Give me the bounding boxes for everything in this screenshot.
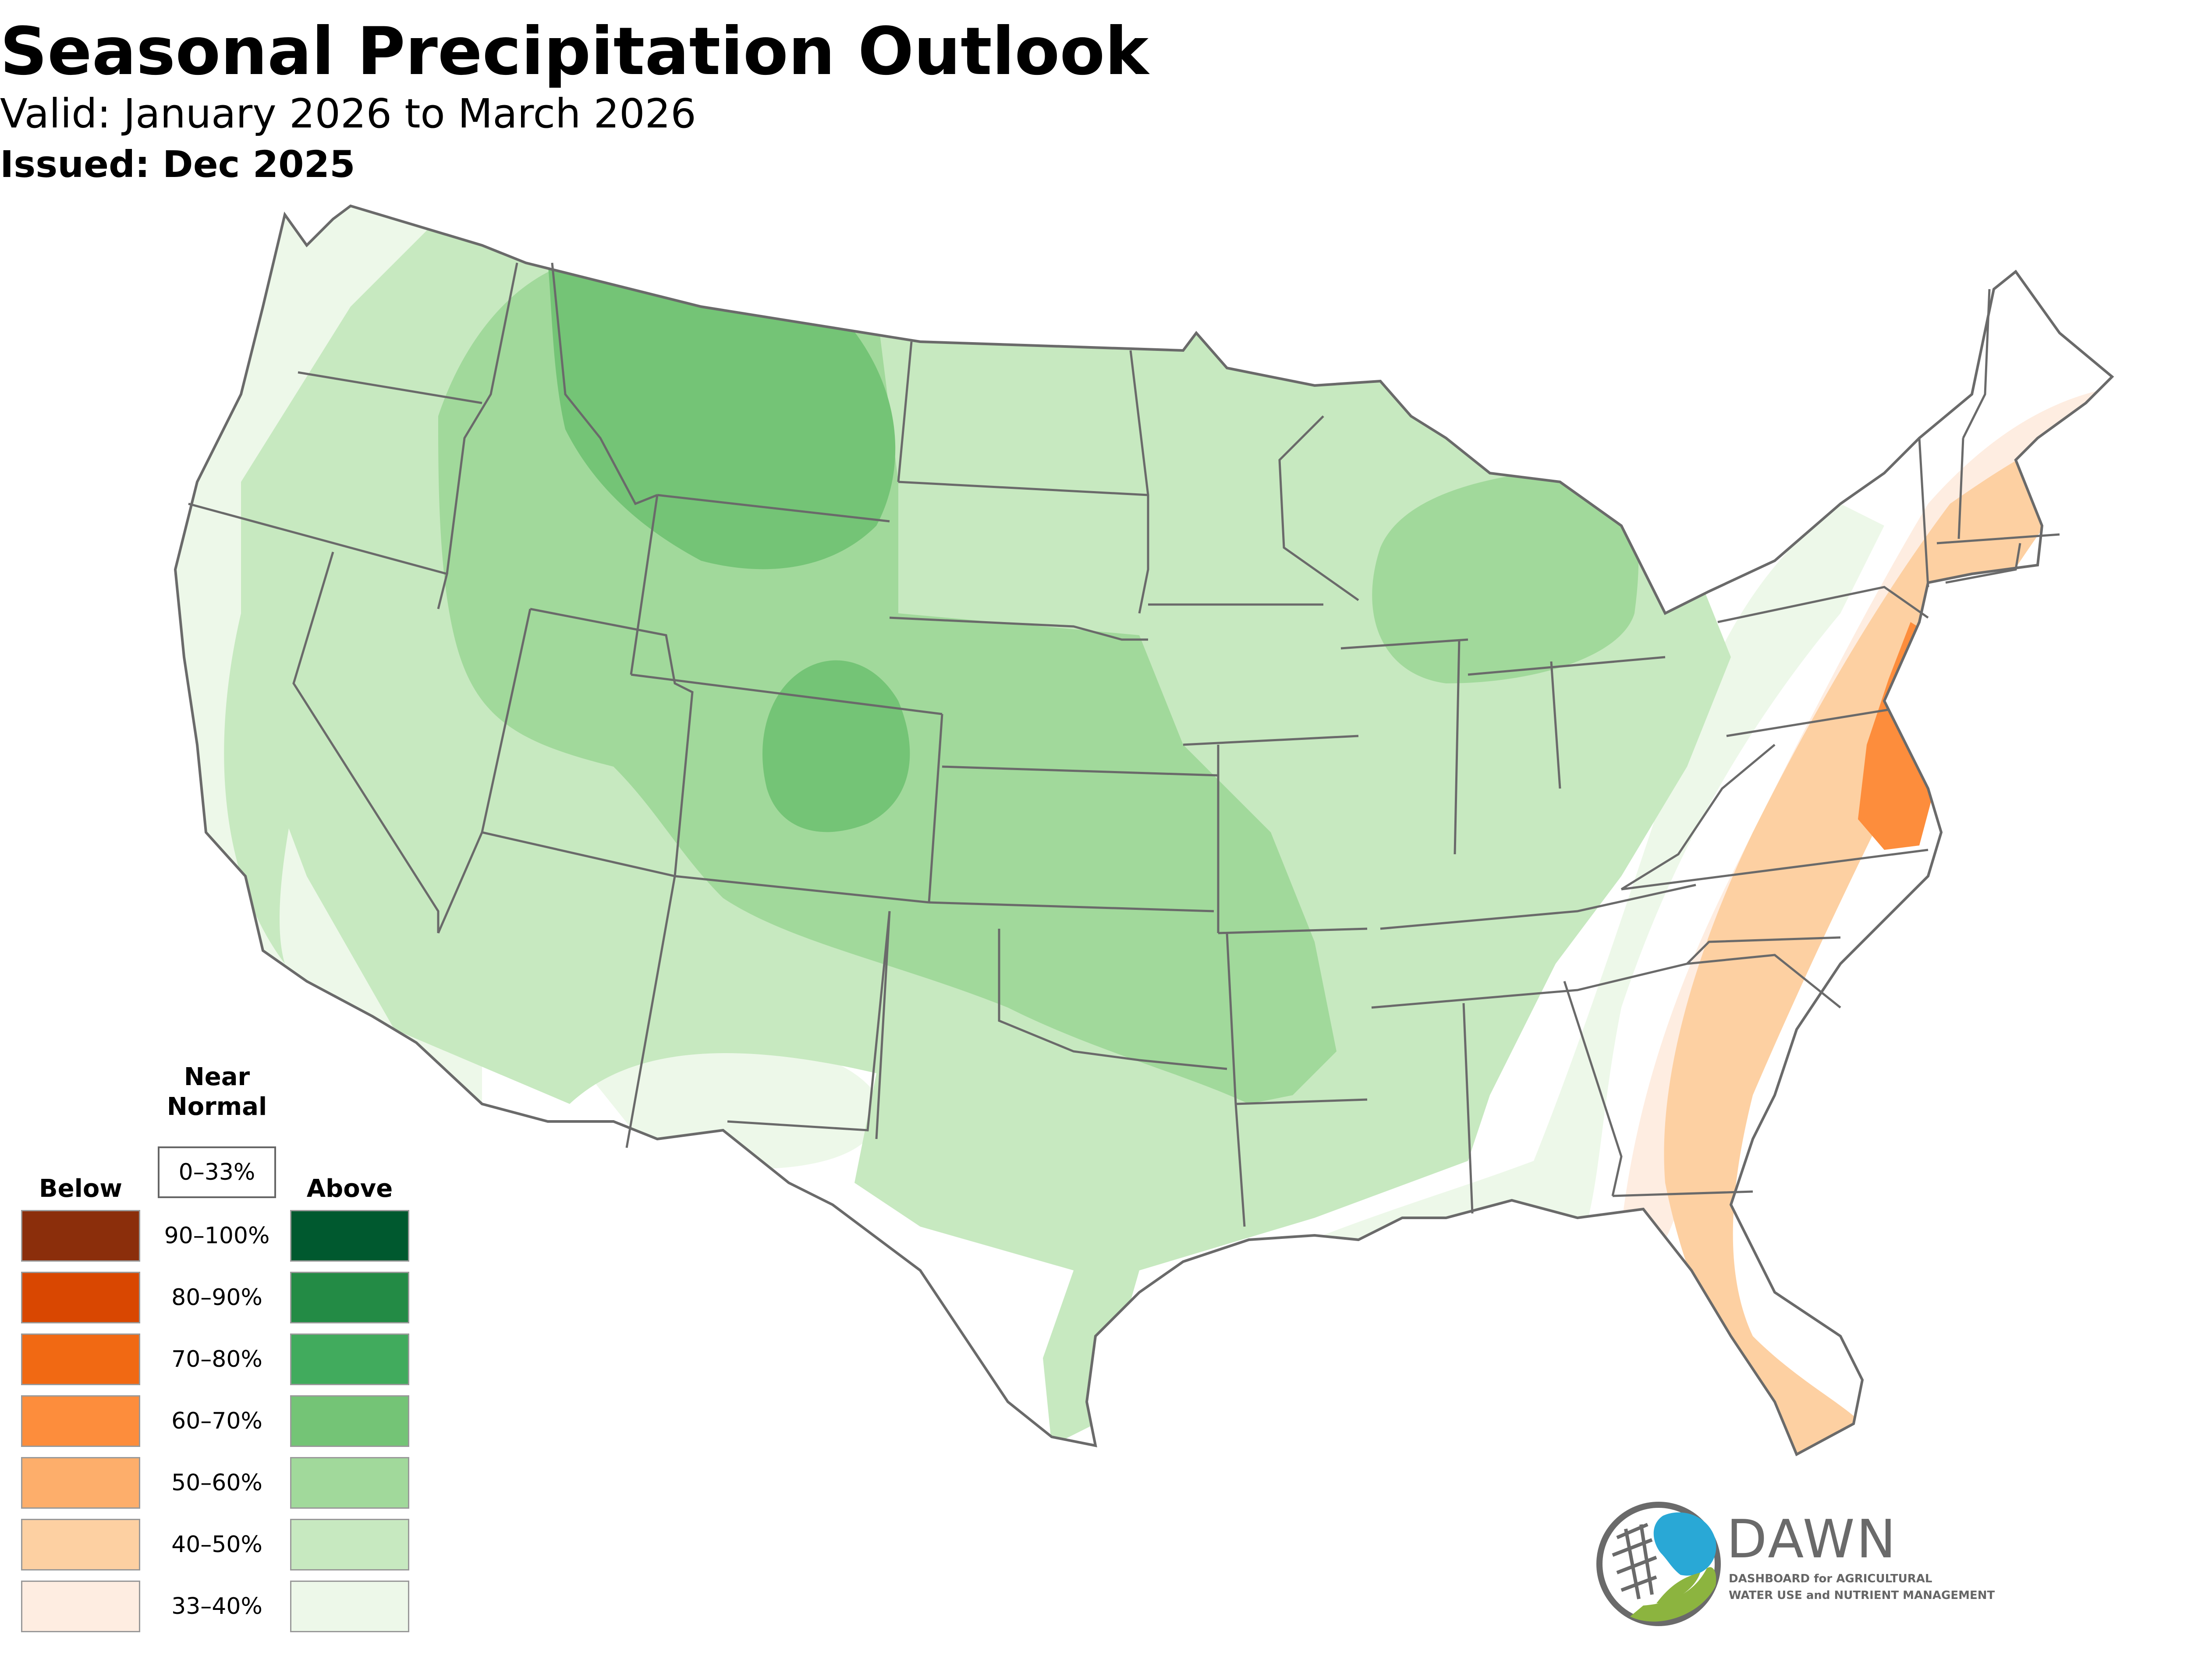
border-ks-ok: [929, 901, 1214, 913]
border-nv-ut: [530, 608, 694, 877]
border-id-mt: [551, 262, 658, 506]
border-mo-ar: [1218, 927, 1368, 934]
map-title: Seasonal Precipitation Outlook: [0, 14, 1149, 90]
border-nc-sc: [1686, 936, 1841, 965]
legend-range-label-6: 33–40%: [171, 1593, 262, 1620]
border-ga-fl: [1612, 1190, 1753, 1197]
legend-above-swatch-5: [290, 1519, 409, 1570]
border-co-nm: [674, 875, 929, 904]
logo-wordmark: DAWN: [1727, 1509, 1898, 1570]
border-mn-wi: [1278, 415, 1359, 601]
border-wi-il: [1340, 638, 1468, 650]
probability-shading: [175, 206, 2112, 1454]
legend-above-swatch-2: [290, 1333, 409, 1385]
logo-subtitle: DASHBOARD for AGRICULTURAL WATER USE and…: [1729, 1570, 1995, 1604]
legend-range-label-0: 90–100%: [164, 1223, 270, 1249]
logo-green-leaf: [1630, 1567, 1716, 1622]
border-ne-ks: [942, 765, 1219, 777]
logo-green-leaf-inner: [1656, 1573, 1700, 1603]
legend-below-heading: Below: [39, 1174, 123, 1203]
logo-subtitle-line2: WATER USE and NUTRIENT MANAGEMENT: [1729, 1589, 1995, 1602]
legend-above-swatch-1: [290, 1272, 409, 1323]
shade-above-60-70-northern-rockies: [548, 260, 896, 569]
border-mi-in-oh: [1468, 656, 1666, 676]
border-va-wv-ky: [1620, 744, 1776, 891]
legend-normal-label: Normal: [167, 1093, 267, 1121]
legend-below-swatch-5: [21, 1519, 140, 1570]
border-mt-wy: [657, 494, 890, 523]
border-ms-al: [1462, 1003, 1474, 1214]
border-ga-sc: [1687, 954, 1841, 1008]
legend-range-label-3: 60–70%: [171, 1408, 262, 1434]
issued-date: Issued: Dec 2025: [0, 143, 355, 186]
border-ut-az: [482, 831, 675, 877]
legend-below-swatch-0: [21, 1210, 140, 1262]
border-pa-md: [1726, 708, 1889, 737]
border-me-nh: [1962, 289, 1991, 439]
border-va-nc: [1621, 849, 1929, 891]
border-ma-ct-ri: [1936, 533, 2060, 584]
border-nm-tx: [727, 911, 891, 1132]
legend-range-label-1: 80–90%: [171, 1284, 262, 1311]
border-il-in: [1454, 639, 1461, 855]
border-pa-ny: [1717, 586, 1929, 623]
border-mt-nd: [897, 341, 913, 482]
legend-above-swatch-3: [290, 1395, 409, 1447]
legend-range-label-4: 50–60%: [171, 1470, 262, 1496]
legend-above-heading: Above: [306, 1174, 393, 1203]
border-ok-tx: [875, 911, 1227, 1139]
valid-period: Valid: January 2026 to March 2026: [0, 90, 696, 137]
border-co-ks: [928, 714, 943, 903]
border-ar-la: [1235, 1098, 1368, 1105]
border-wy-co: [631, 673, 943, 715]
legend-below-swatch-6: [21, 1581, 140, 1632]
border-ar-east: [1226, 933, 1246, 1227]
logo-grid-icon: [1612, 1523, 1657, 1599]
dawn-logo: [1596, 1502, 1721, 1626]
logo-subtitle-line1: DASHBOARD for AGRICULTURAL: [1729, 1572, 1932, 1585]
border-in-oh: [1550, 661, 1561, 789]
border-wa-or: [298, 371, 482, 404]
shade-below-40-50-southeast: [1664, 416, 2112, 1454]
border-id-west: [446, 262, 518, 574]
shade-above-60-70-colorado: [762, 660, 910, 832]
border-wy-west: [630, 495, 659, 675]
legend-range-label-5: 40–50%: [171, 1531, 262, 1558]
shade-above-50-60-great-lakes: [1372, 469, 1639, 683]
legend-below-swatch-2: [21, 1333, 140, 1385]
border-ia-mo: [1183, 735, 1359, 746]
border-sd-ne: [889, 616, 1148, 641]
border-nd-sd: [898, 481, 1149, 496]
logo-blue-drop: [1653, 1512, 1716, 1576]
legend-above-swatch-0: [290, 1210, 409, 1262]
legend-near-normal-box: 0–33%: [158, 1146, 276, 1198]
legend-near-label: Near: [184, 1063, 250, 1091]
state-boundaries: [188, 262, 2060, 1227]
legend-range-label-2: 70–80%: [171, 1346, 262, 1372]
legend-below-swatch-1: [21, 1272, 140, 1323]
border-ky-tn: [1380, 884, 1696, 930]
legend-below-swatch-3: [21, 1395, 140, 1447]
border-al-ga: [1563, 981, 1623, 1196]
border-tn-ms-al: [1371, 962, 1688, 1009]
legend-above-swatch-4: [290, 1457, 409, 1509]
legend-above-swatch-6: [290, 1581, 409, 1632]
legend-near-normal-heading: Near Normal: [145, 1062, 289, 1122]
border-nd-mn: [1129, 350, 1149, 614]
border-az-nm: [625, 876, 676, 1148]
border-ca-nv: [292, 552, 440, 933]
legend-below-swatch-4: [21, 1457, 140, 1509]
border-ny-vt-nh: [1918, 438, 1964, 587]
